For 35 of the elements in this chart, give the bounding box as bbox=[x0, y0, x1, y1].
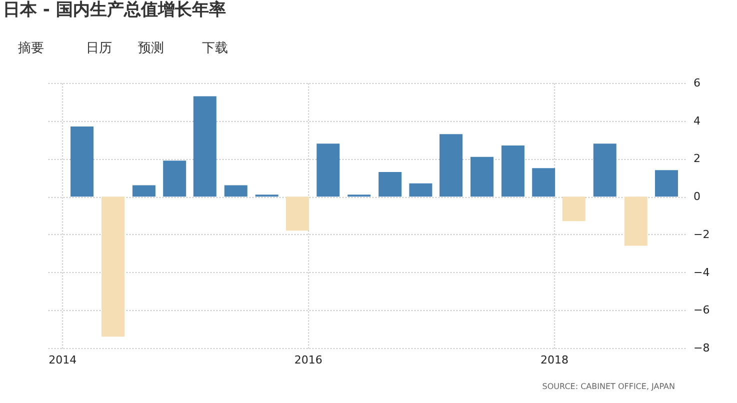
bar bbox=[409, 183, 432, 197]
bar bbox=[624, 196, 648, 246]
bar bbox=[532, 168, 556, 197]
bar bbox=[193, 96, 216, 197]
bar bbox=[501, 145, 524, 197]
text: 摘要 bbox=[18, 41, 44, 56]
bar bbox=[132, 185, 156, 197]
text: 下载 bbox=[202, 41, 228, 56]
y-tick-label: −6 bbox=[694, 304, 710, 317]
bar bbox=[286, 196, 309, 231]
bar bbox=[224, 185, 248, 197]
y-tick-label: 2 bbox=[694, 152, 700, 166]
source-note: SOURCE: CABINET OFFICE, JAPAN bbox=[542, 382, 676, 391]
chart-title: 日本 - 国内生产总值增长年率 bbox=[3, 0, 226, 20]
bar bbox=[378, 172, 402, 197]
bar bbox=[70, 126, 94, 197]
bar bbox=[593, 144, 616, 197]
bar bbox=[440, 134, 463, 197]
bar bbox=[101, 196, 124, 337]
text: 日历 bbox=[86, 41, 112, 56]
x-tick-label: 2016 bbox=[294, 354, 322, 366]
y-tick-label: −4 bbox=[694, 266, 710, 279]
bar bbox=[562, 196, 586, 222]
bar bbox=[316, 144, 340, 197]
y-tick-label: 4 bbox=[694, 114, 700, 128]
x-tick-label: 2014 bbox=[48, 354, 77, 366]
y-tick-label: 6 bbox=[694, 76, 700, 90]
y-tick-label: 0 bbox=[694, 190, 700, 204]
bar bbox=[470, 156, 494, 197]
x-tick-label: 2018 bbox=[540, 354, 569, 366]
bar bbox=[163, 160, 186, 197]
y-tick-label: −2 bbox=[694, 228, 710, 241]
text: 预测 bbox=[138, 41, 164, 56]
y-tick-label: −8 bbox=[694, 342, 710, 354]
bar bbox=[654, 170, 678, 197]
